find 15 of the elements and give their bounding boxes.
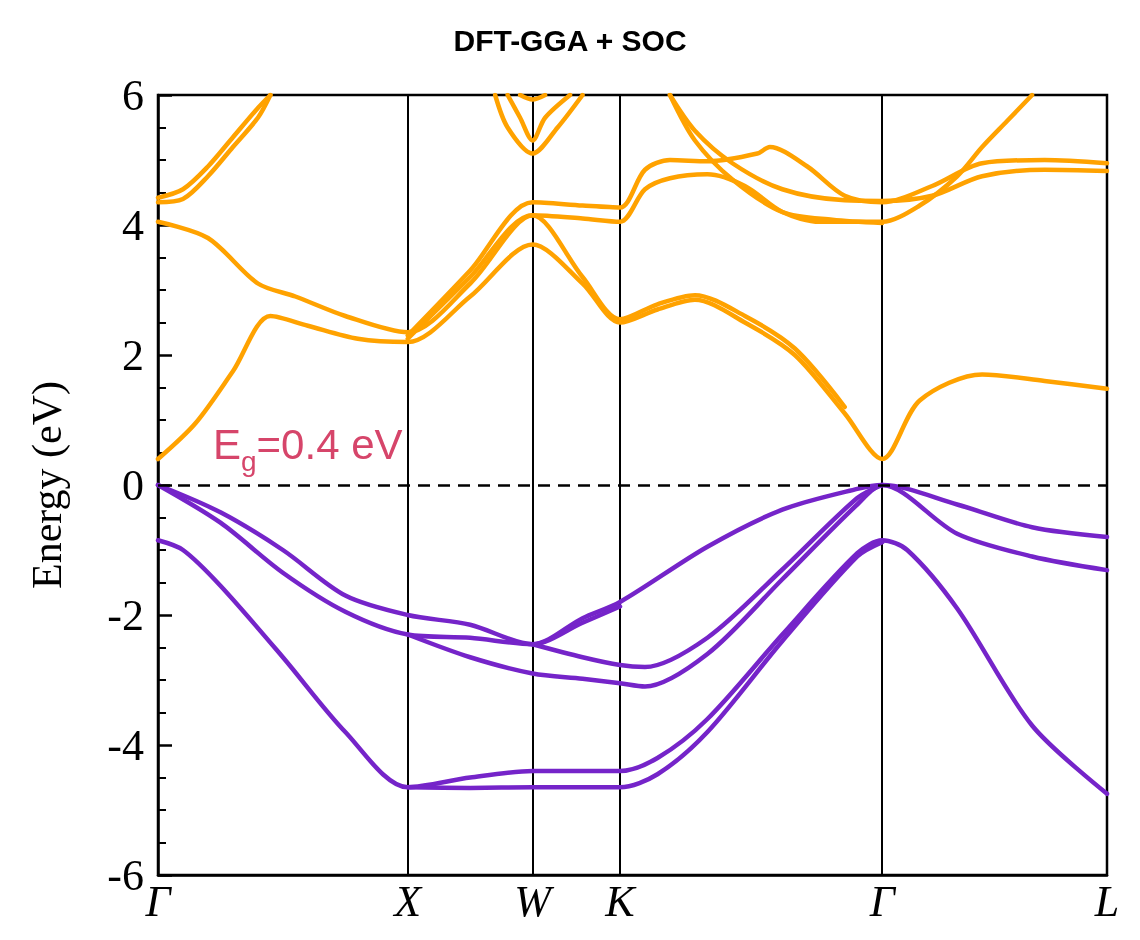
x-tick-label: Γ xyxy=(868,876,897,926)
x-tick-label: W xyxy=(514,876,555,926)
y-tick-label: 4 xyxy=(122,200,144,250)
x-tick-label: Γ xyxy=(144,876,173,926)
y-tick-label: 6 xyxy=(122,70,144,120)
y-tick-label: 2 xyxy=(122,330,144,380)
x-tick-label: L xyxy=(1093,876,1120,926)
chart-title: DFT-GGA + SOC xyxy=(453,23,687,57)
y-tick-label: -4 xyxy=(107,720,144,770)
y-tick-label: -6 xyxy=(107,850,144,900)
x-tick-label: K xyxy=(604,876,638,926)
y-axis-title: Energy (eV) xyxy=(24,381,71,589)
y-tick-label: 0 xyxy=(122,460,144,510)
x-tick-label: X xyxy=(392,876,424,926)
y-tick-label: -2 xyxy=(107,590,144,640)
